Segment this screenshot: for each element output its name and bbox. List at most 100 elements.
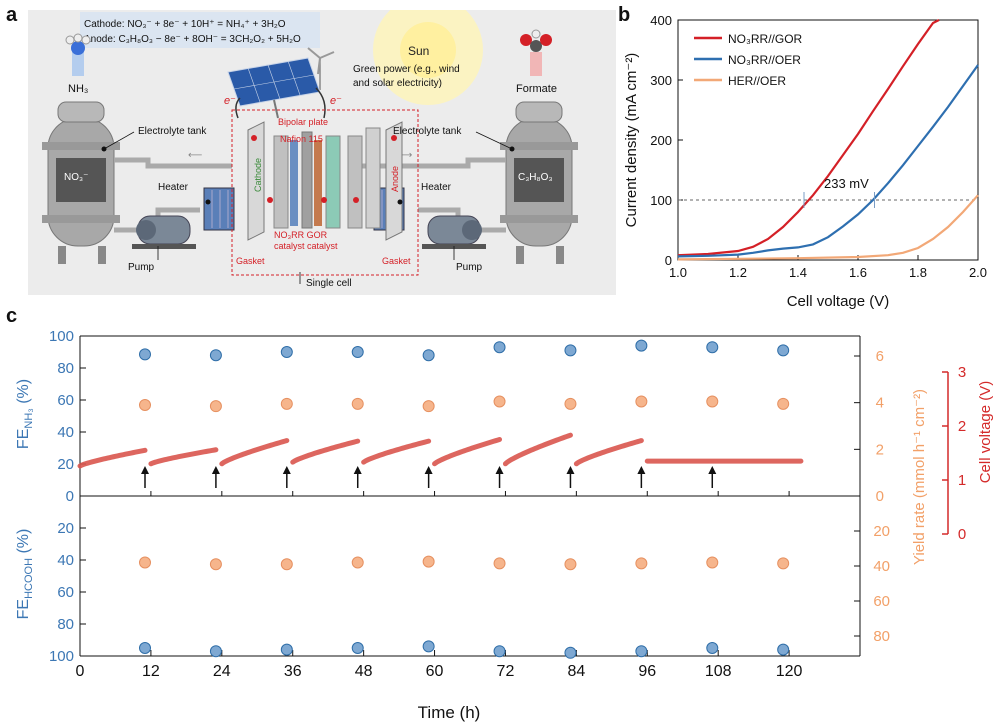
panel-letter-c: c xyxy=(6,305,18,327)
callout-line xyxy=(103,131,135,150)
yield-hcooh-point xyxy=(706,556,719,569)
yield-hcooh-point xyxy=(635,557,648,570)
cycle-arrow-head xyxy=(211,466,220,474)
yield-nh3-point xyxy=(706,395,719,408)
cycle-arrow-head xyxy=(141,466,149,474)
yield-hcooh-point xyxy=(280,558,293,571)
fe-nh3-tick-label: 80 xyxy=(57,360,74,377)
yield-hcooh-point xyxy=(777,557,790,570)
voltage-tick-label: 3 xyxy=(958,364,966,381)
formate-label: Formate xyxy=(516,83,557,95)
x-tick-label: 1.6 xyxy=(849,265,867,280)
wire-right xyxy=(315,87,326,119)
nafion-label: Nafion 115 xyxy=(280,134,323,144)
marker-dot xyxy=(321,197,327,203)
left-heater-callout: Heater xyxy=(158,182,189,193)
fe-hcooh-point xyxy=(777,643,790,656)
y-tick-label: 200 xyxy=(650,133,672,148)
fe-nh3-point xyxy=(351,346,364,358)
voltage-segment xyxy=(573,438,644,467)
cycle-arrow-head xyxy=(282,466,291,474)
yield-nh3-point xyxy=(209,400,222,413)
yield-nh3-point xyxy=(493,395,506,408)
marker-dot xyxy=(251,135,257,141)
yield-nh3-point xyxy=(635,395,648,408)
voltage-segment xyxy=(502,432,573,467)
yield-rate-axis-label: Yield rate (mmol h⁻¹ cm⁻²) xyxy=(911,389,928,565)
y-tick-label: 0 xyxy=(665,253,672,268)
single-cell-callout: Single cell xyxy=(306,278,352,289)
pipe-right-top xyxy=(358,157,506,169)
yield-nh3-point xyxy=(351,397,364,410)
x-tick-label: 60 xyxy=(426,663,444,680)
yield-nh3-point xyxy=(777,397,790,410)
fe-nh3-point xyxy=(209,349,222,362)
yield-nh3-point xyxy=(422,400,435,413)
voltage-tick-label: 2 xyxy=(958,418,966,435)
nh3-label: NH₃ xyxy=(68,83,88,95)
gasket-right-label: Gasket xyxy=(382,256,411,266)
nh3-molecule-icon xyxy=(65,33,91,76)
callout-dot xyxy=(205,199,211,205)
wire-left xyxy=(235,97,241,119)
x-tick-label: 72 xyxy=(497,663,515,680)
right-pump-callout: Pump xyxy=(456,262,483,273)
x-tick-label: 48 xyxy=(355,663,373,680)
voltage-gap-annotation: 233 mV xyxy=(824,176,869,191)
fe-hcooh-point xyxy=(351,642,364,654)
y-tick-label: 100 xyxy=(650,193,672,208)
plot-area: 1.0 1.2 1.4 1.6 1.8 2.0 0 100 200 300 400 xyxy=(650,13,987,280)
yield-top-tick-label: 0 xyxy=(876,488,884,505)
yield-nh3-point xyxy=(564,397,577,410)
gasket-left-label: Gasket xyxy=(236,256,265,266)
yield-hcooh-point xyxy=(209,558,222,571)
fe-nh3-tick-label: 60 xyxy=(57,392,74,409)
sun-label: Sun xyxy=(408,44,429,58)
sun-icon xyxy=(400,22,456,78)
left-pump-callout: Pump xyxy=(128,262,155,273)
x-tick-label: 12 xyxy=(142,663,160,680)
fe-hcooh-tick-label: 60 xyxy=(57,584,74,601)
fe-nh3-point xyxy=(635,339,648,352)
y-tick-label: 400 xyxy=(650,13,672,28)
fe-nh3-point xyxy=(493,341,506,354)
cathode-equation: Cathode: NO₃⁻ + 8e⁻ + 10H⁺ = NH₄⁺ + 3H₂O xyxy=(84,19,286,30)
legend: NO₃RR//GOR NO₃RR//OER HER//OER xyxy=(694,32,803,88)
yield-bottom-tick-label: 20 xyxy=(873,523,890,540)
right-tank-label: C₃H₈O₃ xyxy=(518,172,553,183)
cycle-arrow-head xyxy=(708,466,717,474)
stability-chart: 0 12 24 36 48 60 72 84 96 108 12002040608010020406… xyxy=(15,328,994,722)
x-tick-label: 24 xyxy=(213,663,231,680)
fe-hcooh-label-main: FE xyxy=(15,599,32,619)
plot-frame xyxy=(677,19,979,261)
callout-dot xyxy=(101,146,107,152)
fe-hcooh-label-sub: HCOOH xyxy=(23,558,35,599)
fe-hcooh-point xyxy=(564,646,577,659)
series-line xyxy=(677,19,940,257)
panel-letter-a: a xyxy=(6,4,18,26)
fe-nh3-tick-label: 0 xyxy=(66,488,74,505)
fe-hcooh-axis-label: FEHCOOH (%) xyxy=(15,529,35,620)
marker-dot xyxy=(267,197,273,203)
y-tick-label: 300 xyxy=(650,73,672,88)
left-pump xyxy=(132,215,196,249)
yield-bottom-tick-label: 60 xyxy=(873,593,890,610)
fe-hcooh-point xyxy=(422,640,435,653)
callout-dot xyxy=(509,146,515,152)
fe-nh3-point xyxy=(706,341,719,354)
yield-top-tick-label: 4 xyxy=(876,395,884,412)
cycle-arrow-head xyxy=(637,466,646,474)
x-tick-label: 1.8 xyxy=(909,265,927,280)
right-heater-callout: Heater xyxy=(421,182,452,193)
pipe-left-top xyxy=(114,157,232,169)
anode-label: Anode xyxy=(390,166,400,192)
fe-hcooh-point xyxy=(139,642,151,654)
fe-nh3-label-sub: NH₃ xyxy=(23,408,35,428)
voltage-segment xyxy=(148,447,219,467)
fe-hcooh-tick-label: 100 xyxy=(49,648,74,665)
voltage-tick-label: 1 xyxy=(958,472,966,489)
fe-nh3-label-main: FE xyxy=(15,429,32,449)
equation-box xyxy=(80,12,320,48)
fe-nh3-tick-label: 20 xyxy=(57,456,74,473)
fe-hcooh-point xyxy=(493,645,506,658)
